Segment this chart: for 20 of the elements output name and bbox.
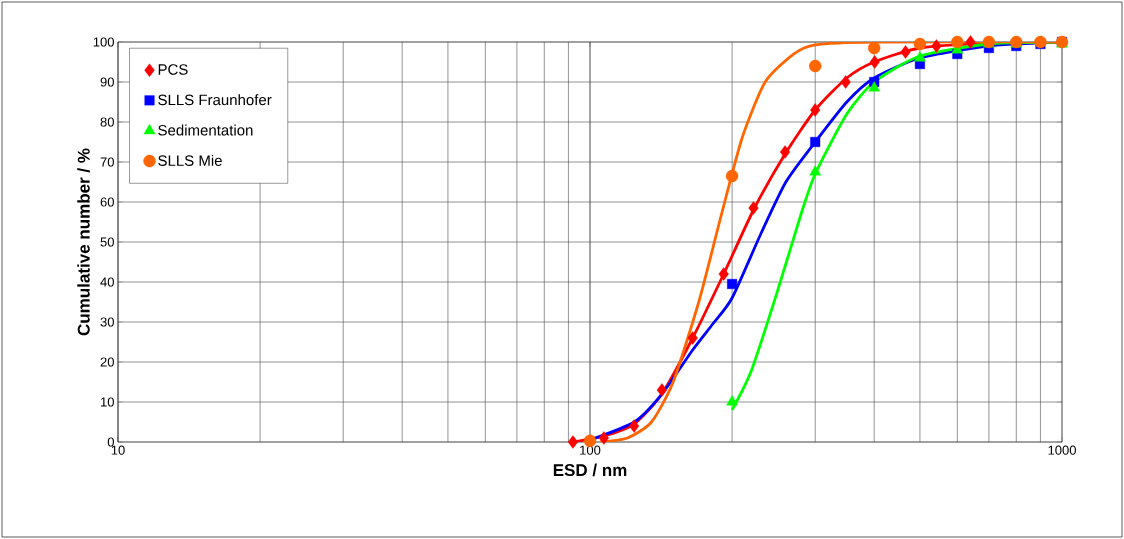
y-axis-title: Cumulative number / %	[77, 148, 90, 336]
x-tick-label: 100	[580, 445, 601, 455]
y-tick-label: 60	[100, 197, 114, 207]
x-tick-label: 10	[111, 445, 125, 455]
y-tick-label: 20	[100, 357, 114, 367]
y-tick-label: 100	[93, 37, 114, 47]
y-tick-label: 80	[100, 117, 114, 127]
y-tick-label: 40	[100, 277, 114, 287]
y-tick-label: 10	[101, 397, 114, 407]
x-tick-label: 1000	[1048, 445, 1076, 455]
y-tick-label: 90	[100, 77, 114, 87]
y-tick-label: 30	[100, 317, 114, 327]
legend-label: Sedimentation	[158, 124, 253, 136]
legend-label: SLLS Mie	[158, 154, 222, 166]
legend-label: SLLS Fraunhofer	[158, 94, 272, 106]
legend-label: PCS	[158, 64, 188, 75]
y-tick-label: 50	[100, 237, 114, 247]
y-tick-label: 0	[107, 437, 114, 447]
x-axis-title: ESD / nm	[553, 463, 627, 477]
y-tick-label: 70	[100, 157, 114, 167]
